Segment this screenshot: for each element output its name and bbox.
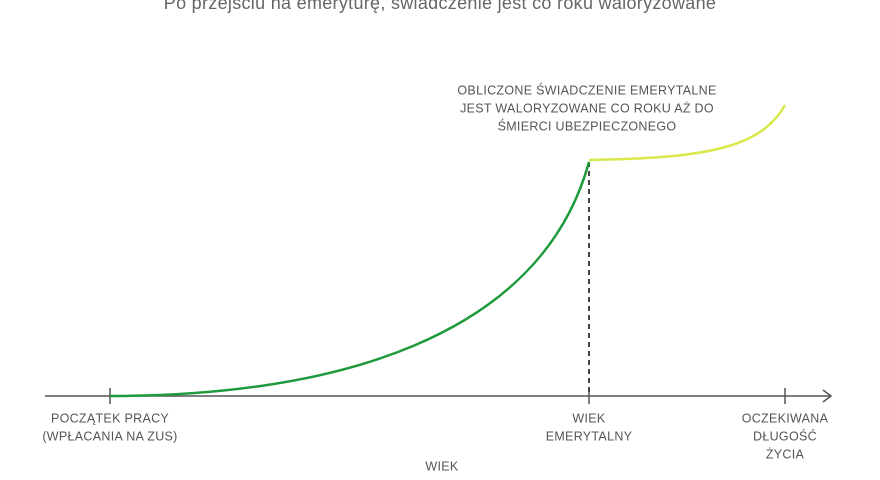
annotation-line: OBLICZONE ŚWIADCZENIE EMERYTALNE: [457, 82, 716, 97]
annotation-line: JEST WALORYZOWANE CO ROKU AŻ DO: [460, 101, 714, 115]
tick-label: EMERYTALNY: [546, 429, 633, 443]
axis-label: WIEK: [425, 459, 459, 473]
tick-label: WIEK: [572, 411, 606, 425]
tick-label: POCZĄTEK PRACY: [51, 411, 169, 425]
tick-label: OCZEKIWANA: [742, 411, 829, 425]
tick-label: ŻYCIA: [766, 447, 805, 461]
tick-label: DŁUGOŚĆ: [753, 428, 817, 443]
annotation-line: ŚMIERCI UBEZPIECZONEGO: [498, 118, 677, 133]
title: Po przejściu na emeryturę, świadczenie j…: [164, 0, 716, 13]
pension-curve: [588, 104, 787, 162]
tick-label: (WPŁACANIA NA ZUS): [42, 429, 177, 443]
axis-arrow: [822, 389, 833, 403]
contribution-curve: [109, 161, 591, 398]
